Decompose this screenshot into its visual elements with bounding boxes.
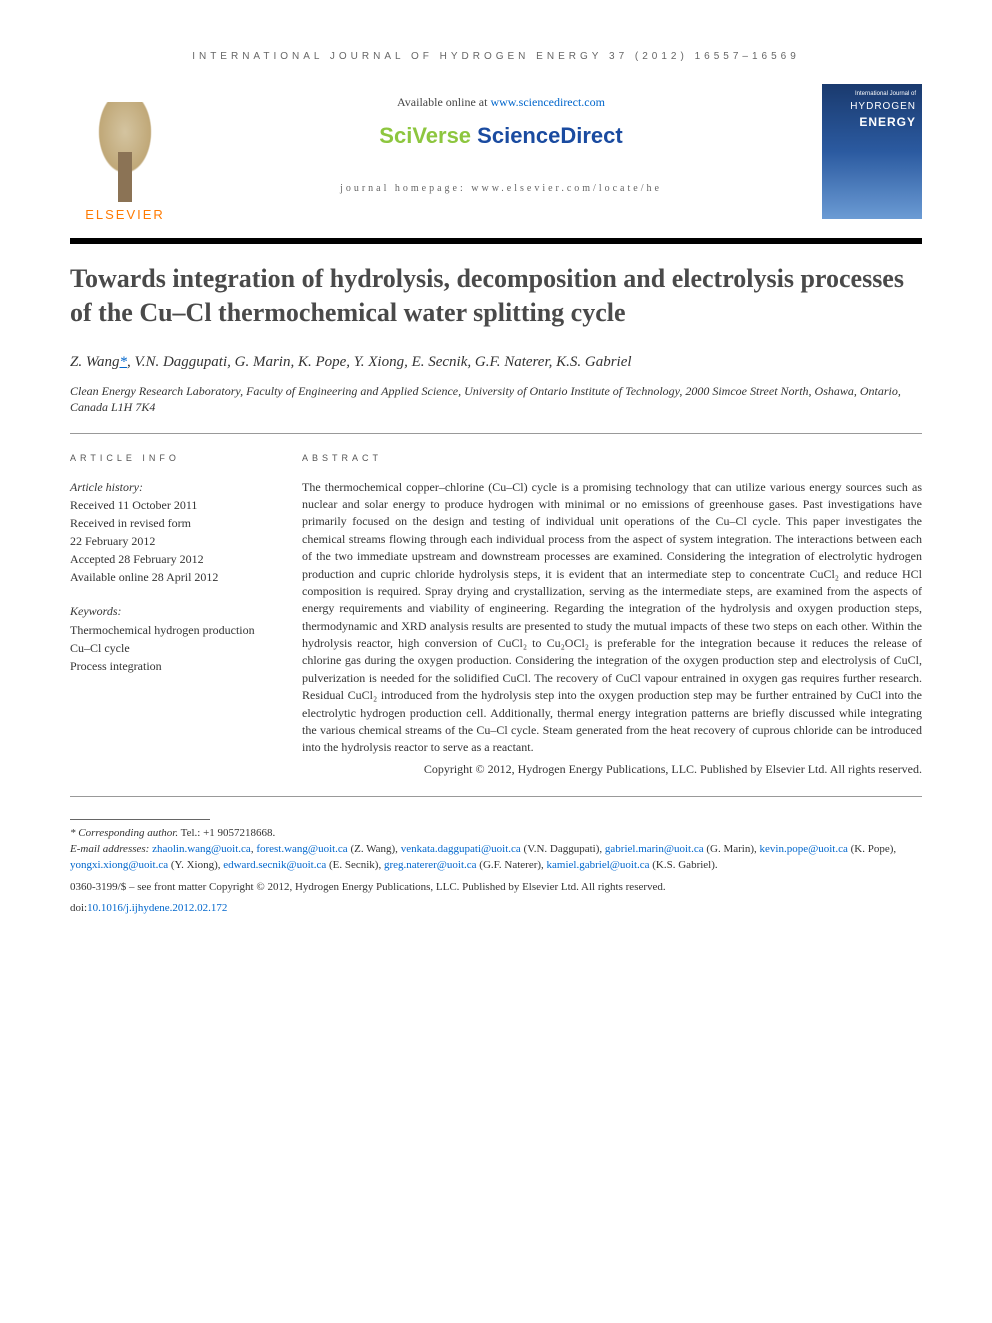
author-email-link[interactable]: gabriel.marin@uoit.ca	[605, 843, 704, 855]
article-info-heading: ARTICLE INFO	[70, 452, 270, 465]
cover-line2: HYDROGEN	[828, 100, 916, 114]
author-email-link[interactable]: greg.naterer@uoit.ca	[384, 859, 477, 871]
elsevier-label: ELSEVIER	[85, 206, 165, 224]
elsevier-tree-icon	[80, 102, 170, 202]
available-online: Available online at www.sciencedirect.co…	[180, 94, 822, 111]
abstract-copyright: Copyright © 2012, Hydrogen Energy Public…	[302, 761, 922, 778]
author-email-link[interactable]: venkata.daggupati@uoit.ca	[401, 843, 521, 855]
article-info-column: ARTICLE INFO Article history: Received 1…	[70, 452, 270, 778]
cover-line1: International Journal of	[828, 90, 916, 98]
author-email-link[interactable]: yongxi.xiong@uoit.ca	[70, 859, 168, 871]
doi-line: doi:10.1016/j.ijhydene.2012.02.172	[70, 901, 922, 916]
sciverse-logo[interactable]: SciVerse ScienceDirect	[180, 121, 822, 152]
author-email-link[interactable]: kamiel.gabriel@uoit.ca	[547, 859, 650, 871]
keyword-3: Process integration	[70, 658, 270, 675]
doi-link[interactable]: 10.1016/j.ijhydene.2012.02.172	[87, 902, 227, 914]
journal-cover-thumbnail[interactable]: International Journal of HYDROGEN ENERGY	[822, 84, 922, 219]
sciencedirect-link[interactable]: www.sciencedirect.com	[490, 95, 605, 109]
accepted-date: Accepted 28 February 2012	[70, 551, 270, 568]
journal-reference: INTERNATIONAL JOURNAL OF HYDROGEN ENERGY…	[70, 50, 922, 64]
footnote-rule	[70, 819, 210, 820]
issn-copyright-line: 0360-3199/$ – see front matter Copyright…	[70, 880, 922, 895]
cover-line3: ENERGY	[828, 114, 916, 131]
revised-line1: Received in revised form	[70, 515, 270, 532]
journal-homepage: journal homepage: www.elsevier.com/locat…	[180, 182, 822, 196]
author-email-link[interactable]: forest.wang@uoit.ca	[256, 843, 347, 855]
history-label: Article history:	[70, 479, 270, 496]
divider-bar	[70, 238, 922, 244]
author-email-link[interactable]: edward.secnik@uoit.ca	[223, 859, 326, 871]
keywords-label: Keywords:	[70, 603, 270, 620]
abstract-column: ABSTRACT The thermochemical copper–chlor…	[302, 452, 922, 778]
footnotes: * Corresponding author. Tel.: +1 9057218…	[70, 819, 922, 917]
email-addresses: E-mail addresses: zhaolin.wang@uoit.ca, …	[70, 842, 922, 874]
corresponding-marker[interactable]: *	[119, 354, 127, 370]
received-date: Received 11 October 2011	[70, 497, 270, 514]
revised-line2: 22 February 2012	[70, 533, 270, 550]
abstract-text: The thermochemical copper–chlorine (Cu–C…	[302, 479, 922, 757]
elsevier-logo[interactable]: ELSEVIER	[70, 84, 180, 224]
article-title: Towards integration of hydrolysis, decom…	[70, 262, 922, 330]
hr-bottom	[70, 796, 922, 797]
author-email-link[interactable]: kevin.pope@uoit.ca	[760, 843, 848, 855]
sciverse-text: SciVerse	[379, 123, 477, 148]
masthead: ELSEVIER Available online at www.science…	[70, 84, 922, 224]
corresponding-tel: Tel.: +1 9057218668.	[178, 827, 275, 839]
author-email-link[interactable]: zhaolin.wang@uoit.ca	[152, 843, 251, 855]
abstract-heading: ABSTRACT	[302, 452, 922, 465]
corresponding-author-label: * Corresponding author.	[70, 827, 178, 839]
affiliation: Clean Energy Research Laboratory, Facult…	[70, 383, 922, 415]
keyword-1: Thermochemical hydrogen production	[70, 622, 270, 639]
sciencedirect-text: ScienceDirect	[477, 123, 623, 148]
author-list: Z. Wang*, V.N. Daggupati, G. Marin, K. P…	[70, 352, 922, 373]
keyword-2: Cu–Cl cycle	[70, 640, 270, 657]
online-date: Available online 28 April 2012	[70, 569, 270, 586]
